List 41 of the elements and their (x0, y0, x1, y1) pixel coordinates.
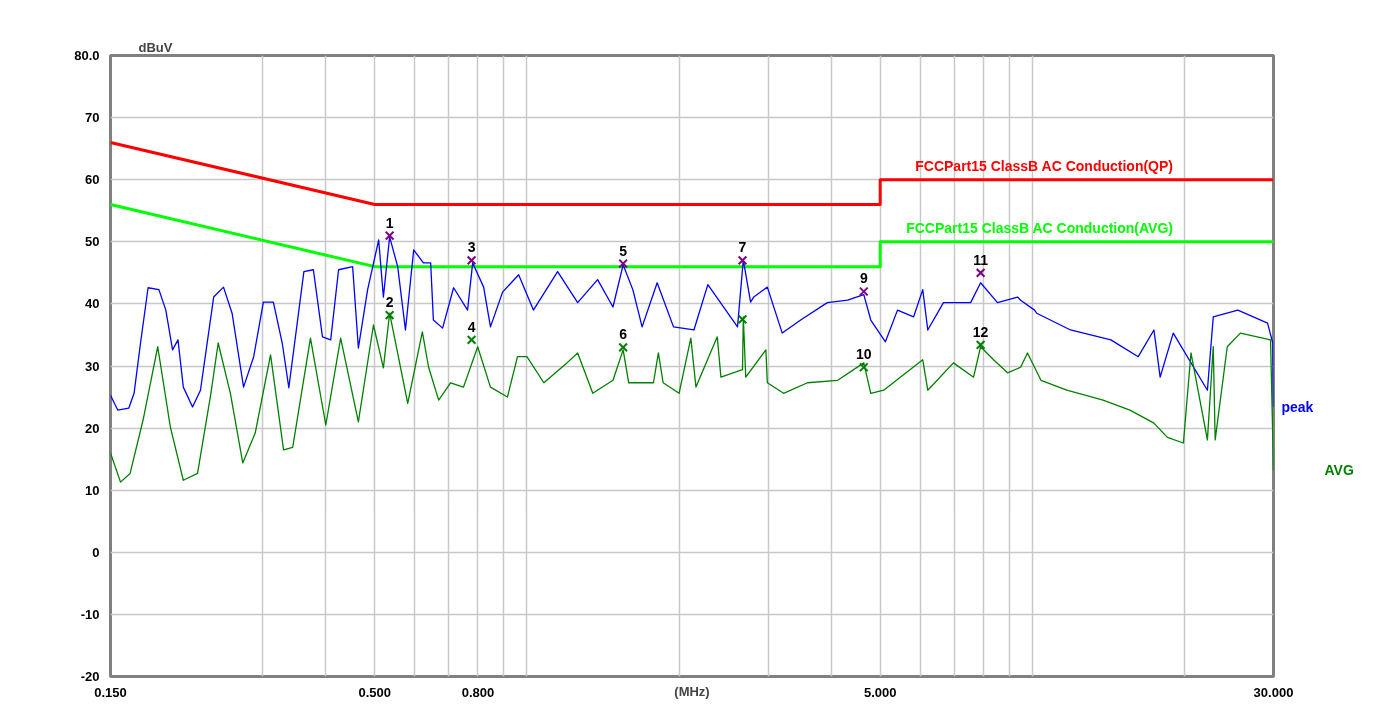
point (975, 267, 986, 278)
annotation: 3 (467, 239, 476, 256)
series-label: FCCPart15 ClassB AC Conduction(AVG) (906, 219, 1173, 236)
x-axis-title: (MHz) (674, 683, 710, 699)
y-tick-label: 80.0 (74, 48, 100, 63)
point (737, 255, 748, 266)
annotation: 5 (619, 242, 628, 259)
x-tick-label: 5.000 (863, 684, 897, 700)
point (975, 340, 986, 350)
y-axis-title: dBuV (138, 39, 173, 55)
annotation: 1 (385, 214, 394, 231)
point (858, 362, 869, 373)
x-tick-label: 0.800 (461, 684, 495, 700)
series-label: peak (1281, 398, 1314, 415)
annotation: 7 (738, 239, 747, 256)
y-tick-label: 30 (85, 358, 100, 374)
y-tick-label: 50 (85, 234, 100, 250)
y-tick-label: 60 (85, 172, 100, 188)
annotation: 11 (973, 251, 989, 268)
annotation: 6 (619, 326, 628, 343)
x-tick-label: 0.150 (94, 684, 127, 700)
annotation: 10 (856, 346, 872, 363)
y-tick-label: 20 (85, 420, 100, 436)
y-tick-label: -20 (80, 669, 100, 684)
point (618, 342, 629, 353)
point (858, 286, 869, 297)
annotation: 12 (972, 323, 989, 340)
y-tick-label: 0 (92, 544, 100, 560)
annotation: 2 (385, 294, 394, 311)
text: AVG (1324, 462, 1354, 479)
series-label: FCCPart15 ClassB AC Conduction(QP) (915, 157, 1173, 174)
point (618, 258, 629, 269)
y-tick-label: -10 (80, 606, 100, 622)
y-tick-label: 10 (85, 482, 100, 498)
y-tick-label: 40 (85, 296, 100, 312)
point (737, 314, 748, 325)
annotation: 4 (467, 318, 476, 335)
x-tick-label: 30.000 (1253, 684, 1294, 700)
annotation: 9 (859, 270, 868, 287)
y-tick-label: 70 (85, 110, 100, 126)
x-tick-label: 0.500 (358, 684, 392, 700)
